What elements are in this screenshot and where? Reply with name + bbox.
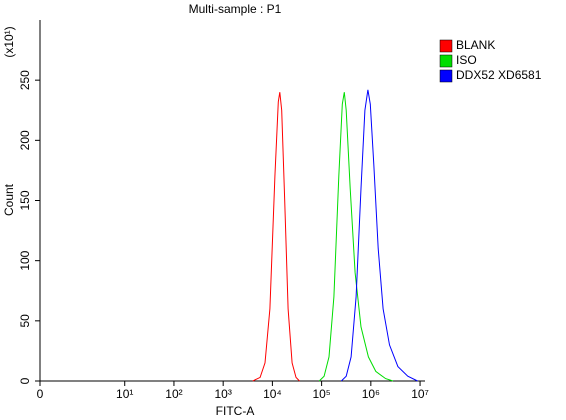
y-multiplier: (x10¹) — [2, 26, 16, 57]
x-tick-label: 10² — [165, 387, 182, 401]
legend-label: DDX52 XD6581 — [456, 68, 542, 82]
x-tick-label: 10⁵ — [312, 387, 330, 401]
y-tick-label: 250 — [18, 70, 32, 90]
y-axis-label: Count — [2, 183, 16, 216]
histogram-line — [252, 92, 300, 382]
x-tick-label: 10⁷ — [411, 387, 429, 401]
x-tick-label: 10³ — [214, 387, 231, 401]
y-tick-label: 150 — [18, 190, 32, 210]
legend-swatch — [439, 69, 453, 83]
legend-label: BLANK — [456, 38, 495, 52]
x-tick-label: 10⁶ — [362, 387, 380, 401]
x-tick-label: 10¹ — [116, 387, 133, 401]
x-tick-label: 10⁴ — [263, 387, 282, 401]
y-tick-label: 200 — [18, 130, 32, 150]
legend-label: ISO — [456, 53, 477, 67]
axes — [39, 20, 425, 382]
y-tick-label: 50 — [18, 314, 32, 328]
chart-title: Multi-sample : P1 — [189, 2, 282, 16]
histogram-line — [340, 89, 418, 382]
x-tick-label: 0 — [37, 387, 44, 401]
y-tick-label: 100 — [18, 250, 32, 270]
y-tick-label: 0 — [18, 377, 32, 384]
legend-swatch — [439, 54, 453, 68]
histogram-line — [318, 92, 394, 382]
x-axis-label: FITC-A — [216, 404, 255, 418]
legend-swatch — [439, 39, 453, 53]
